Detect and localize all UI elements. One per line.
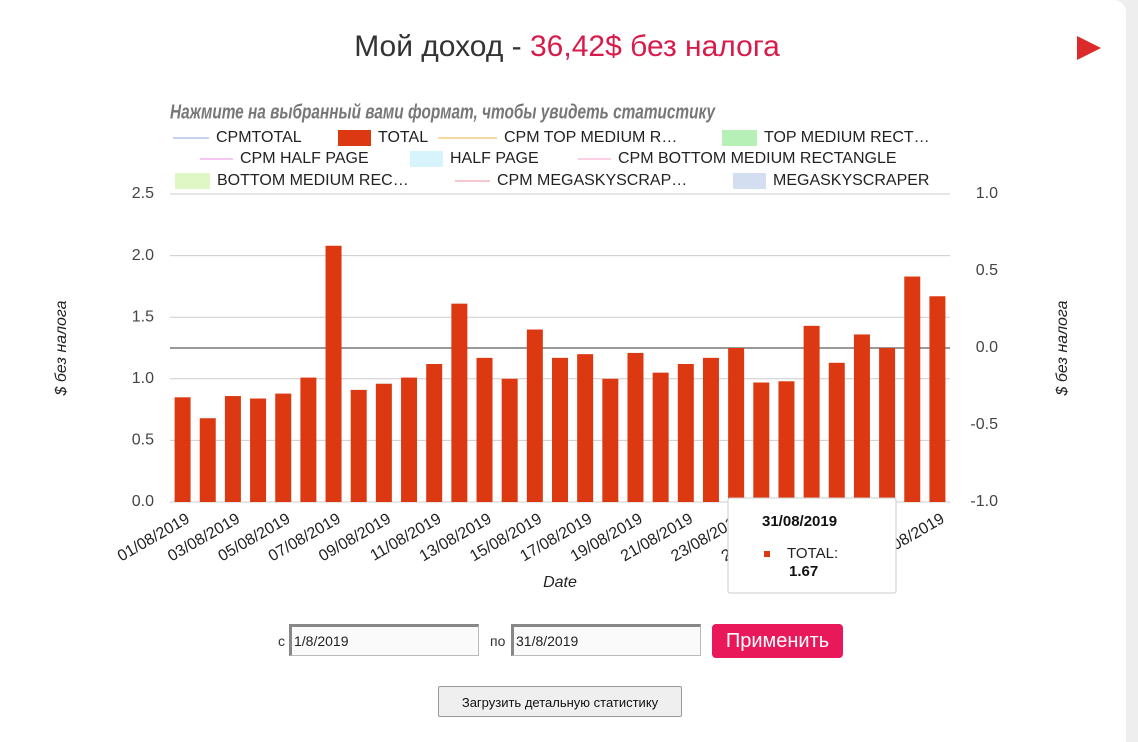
bar xyxy=(476,357,493,502)
legend-swatch xyxy=(410,151,443,167)
y2-tick-label: -1.0 xyxy=(970,493,998,510)
bar xyxy=(426,364,443,502)
bar xyxy=(275,393,292,502)
apply-button[interactable]: Применить xyxy=(712,624,843,658)
bar xyxy=(879,348,896,502)
to-label: по xyxy=(490,633,506,649)
bar xyxy=(677,364,694,502)
bar xyxy=(174,397,191,502)
bar xyxy=(702,357,719,502)
bar xyxy=(526,329,543,502)
legend-swatch xyxy=(733,173,766,189)
bar xyxy=(300,377,317,502)
bar xyxy=(451,303,468,502)
title-amount: 36,42$ без налога xyxy=(530,30,780,63)
legend-label: CPM BOTTOM MEDIUM RECTANGLE xyxy=(618,150,897,167)
bar xyxy=(904,276,921,502)
bar xyxy=(577,354,594,502)
bar xyxy=(602,378,619,502)
bar xyxy=(828,362,845,502)
legend-label: CPMTOTAL xyxy=(216,129,302,146)
bar xyxy=(853,334,870,502)
y-tick-label: 2.0 xyxy=(132,247,154,264)
title-prefix: Мой доход - xyxy=(354,30,530,63)
from-label: с xyxy=(278,633,285,649)
tooltip-title: 31/08/2019 xyxy=(762,513,837,530)
legend-label: CPM HALF PAGE xyxy=(240,150,369,167)
y-axis-label: $ без налога xyxy=(53,300,70,396)
legend-label: CPM MEGASKYSCRAP… xyxy=(497,172,687,189)
to-input[interactable]: 31/8/2019 xyxy=(511,624,701,656)
bar xyxy=(199,418,216,502)
bar xyxy=(401,377,418,502)
bar xyxy=(652,372,669,502)
legend-label: TOTAL xyxy=(378,129,428,146)
bar xyxy=(753,382,770,502)
bar xyxy=(778,381,795,502)
tooltip-swatch xyxy=(764,551,770,557)
bar xyxy=(224,396,241,502)
legend-swatch xyxy=(338,130,371,146)
y2-axis-label: $ без налога xyxy=(1054,300,1071,396)
y-tick-label: 0.0 xyxy=(132,493,154,510)
y-tick-label: 2.5 xyxy=(132,185,154,202)
bar xyxy=(325,245,342,502)
bar xyxy=(929,296,946,502)
bar xyxy=(728,348,745,502)
legend-label: TOP MEDIUM RECT… xyxy=(764,129,930,146)
bar xyxy=(627,352,644,502)
bar xyxy=(350,389,367,502)
bar xyxy=(552,357,568,502)
play-icon[interactable] xyxy=(1077,36,1101,60)
chart-subtitle: Нажмите на выбранный вами формат, чтобы … xyxy=(170,101,716,123)
x-axis-label: Date xyxy=(543,574,577,591)
page-title: Мой доход - 36,42$ без налога xyxy=(354,30,780,63)
legend-label: CPM TOP MEDIUM R… xyxy=(504,129,677,146)
bar xyxy=(803,325,820,502)
legend-label: HALF PAGE xyxy=(450,150,539,167)
y-tick-label: 1.0 xyxy=(132,370,154,387)
y2-tick-label: 1.0 xyxy=(976,185,998,202)
tooltip-value: 1.67 xyxy=(789,563,818,580)
y2-tick-label: 0.5 xyxy=(976,262,998,279)
tooltip-label: TOTAL: xyxy=(787,545,838,562)
legend-label: MEGASKYSCRAPER xyxy=(773,172,929,189)
tooltip-box xyxy=(727,497,897,594)
bar xyxy=(375,383,392,502)
download-button[interactable]: Загрузить детальную статистику xyxy=(438,686,682,717)
legend-swatch xyxy=(722,130,757,146)
bar xyxy=(501,378,518,502)
bar xyxy=(250,398,267,502)
y-tick-label: 0.5 xyxy=(132,432,154,449)
legend-swatch xyxy=(175,173,210,189)
y2-tick-label: -0.5 xyxy=(970,416,998,433)
y2-tick-label: 0.0 xyxy=(976,339,998,356)
from-input[interactable]: 1/8/2019 xyxy=(289,624,479,656)
legend-label: BOTTOM MEDIUM REC… xyxy=(217,172,409,189)
tooltip: 31/08/2019 TOTAL:1.67 xyxy=(727,497,897,594)
y-tick-label: 1.5 xyxy=(132,308,154,325)
